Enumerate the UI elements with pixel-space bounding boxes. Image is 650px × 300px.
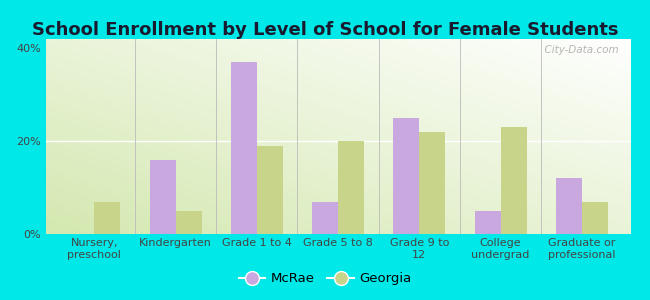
Text: School Enrollment by Level of School for Female Students: School Enrollment by Level of School for… <box>32 21 618 39</box>
Bar <box>312 202 338 234</box>
Bar <box>474 211 500 234</box>
Bar <box>419 132 445 234</box>
Bar <box>500 127 526 234</box>
Bar <box>176 211 202 234</box>
Text: City-Data.com: City-Data.com <box>538 45 619 55</box>
Bar <box>556 178 582 234</box>
Bar <box>257 146 283 234</box>
Bar <box>94 202 120 234</box>
Legend: McRae, Georgia: McRae, Georgia <box>233 267 417 290</box>
Bar <box>338 141 364 234</box>
Bar <box>150 160 176 234</box>
Bar <box>393 118 419 234</box>
Bar <box>582 202 608 234</box>
Bar <box>231 62 257 234</box>
